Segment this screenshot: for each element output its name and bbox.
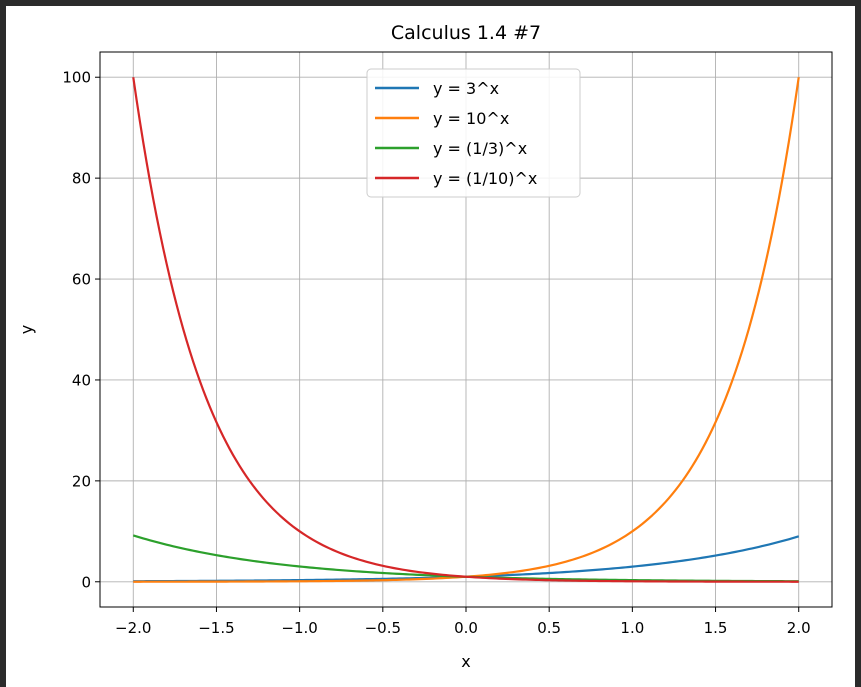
y-axis-label: y: [17, 325, 36, 334]
x-tick-label: −2.0: [115, 619, 151, 637]
x-tick-label: 0.5: [537, 619, 561, 637]
y-tick-label: 0: [81, 573, 91, 591]
y-tick-label: 20: [72, 472, 91, 490]
x-tick-label: 2.0: [787, 619, 811, 637]
figure-frame: −2.0 −1.5 −1.0 −0.5 0.0 0.5 1.0 1.5 2.0 0 20 40 60 80…: [6, 6, 855, 687]
legend-box: [366, 68, 581, 198]
x-tick-label: −1.5: [198, 619, 234, 637]
ticks: −2.0 −1.5 −1.0 −0.5 0.0 0.5 1.0 1.5 2.0 0 20 40 60 80…: [62, 69, 810, 637]
x-tick-label: 1.0: [620, 619, 644, 637]
legend: y = 3^x y = 10^x y = (1/3)^x y = (1/10)^x: [366, 68, 581, 198]
series-layer: [132, 77, 800, 583]
legend-label: y = (1/3)^x: [433, 139, 527, 158]
y-tick-label: 40: [72, 371, 91, 389]
x-tick-label: −1.0: [281, 619, 317, 637]
x-tick-label: 0.0: [454, 619, 478, 637]
series-line-4: [132, 77, 799, 583]
legend-label: y = 3^x: [433, 79, 499, 98]
chart-title: Calculus 1.4 #7: [391, 22, 541, 44]
x-tick-label: −0.5: [365, 619, 401, 637]
y-tick-label: 60: [72, 271, 91, 289]
chart: −2.0 −1.5 −1.0 −0.5 0.0 0.5 1.0 1.5 2.0 0 20 40 60 80…: [17, 22, 833, 671]
y-tick-label: 100: [62, 69, 91, 87]
x-axis-label: x: [461, 652, 470, 671]
x-tick-label: 1.5: [704, 619, 728, 637]
y-tick-label: 80: [72, 170, 91, 188]
legend-label: y = 10^x: [433, 109, 509, 128]
legend-label: y = (1/10)^x: [433, 169, 537, 188]
